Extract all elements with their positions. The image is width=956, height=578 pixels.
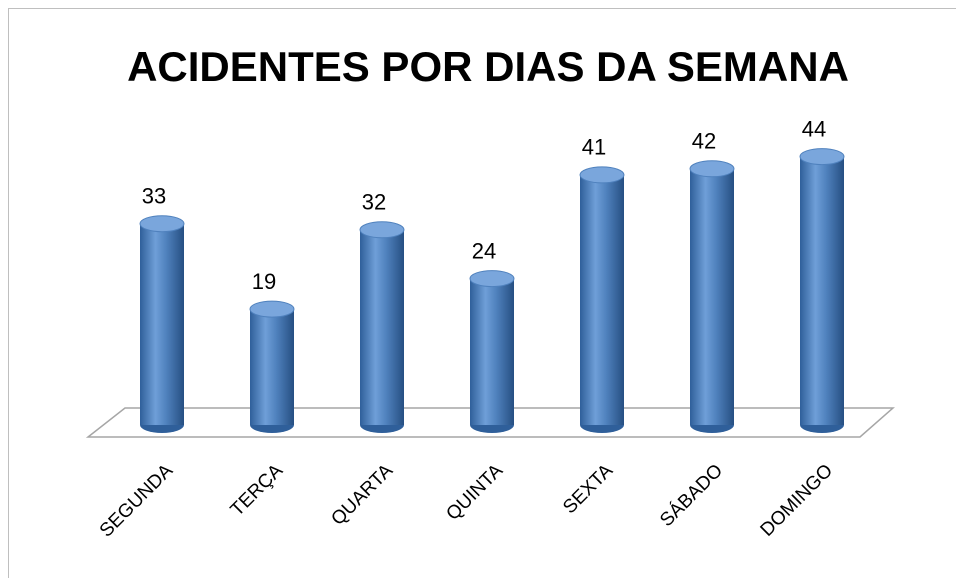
bar xyxy=(250,309,294,425)
bar xyxy=(580,174,624,425)
chart-title: ACIDENTES POR DIAS DA SEMANA xyxy=(127,43,849,90)
data-label: 32 xyxy=(362,190,386,215)
bar xyxy=(360,229,404,425)
bar xyxy=(140,223,184,425)
bar-top xyxy=(579,166,625,184)
bar-top xyxy=(469,270,515,288)
bar xyxy=(470,278,514,425)
bar-top xyxy=(249,300,295,318)
data-label: 42 xyxy=(692,129,716,154)
bar-top xyxy=(799,148,845,166)
bar xyxy=(690,168,734,426)
bar-top xyxy=(139,215,185,233)
data-label: 44 xyxy=(802,116,826,141)
data-label: 41 xyxy=(582,135,606,160)
bar-top xyxy=(689,160,735,178)
data-label: 24 xyxy=(472,238,496,263)
bar xyxy=(800,156,844,425)
data-label: 33 xyxy=(142,184,166,209)
data-label: 19 xyxy=(252,269,276,294)
bar-top xyxy=(359,221,405,239)
